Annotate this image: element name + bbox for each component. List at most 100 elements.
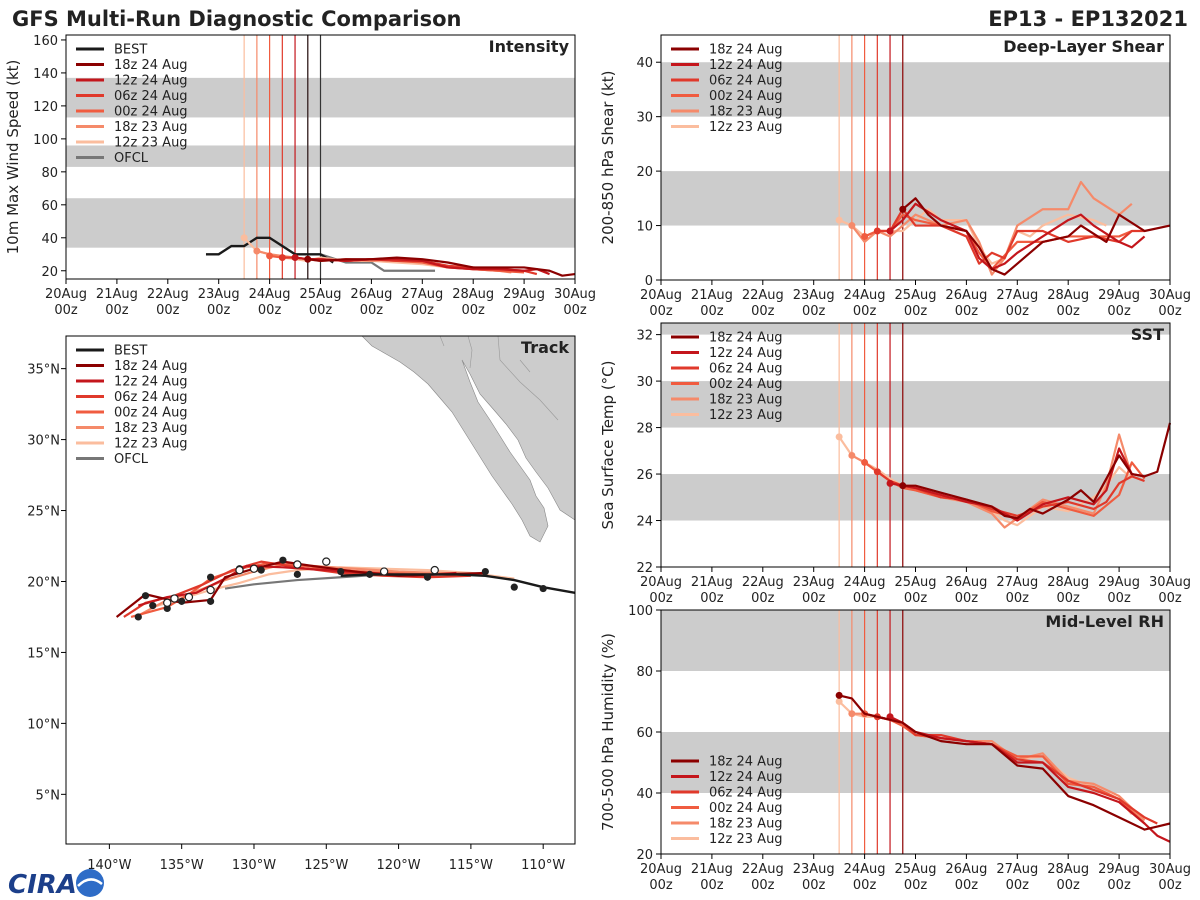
x-tick-label: 26Aug: [350, 287, 392, 302]
y-tick-label: 20°N: [27, 575, 60, 590]
x-tick-label: 26Aug: [945, 288, 987, 303]
x-tick-label: 115°W: [449, 858, 493, 873]
track-point-12z: [235, 565, 244, 575]
x-tick-sublabel: 00z: [1057, 304, 1081, 319]
track-panel: 140°W 135°W 130°W 125°W 120°W 115°W 110°W 5°N 10…: [27, 335, 576, 873]
x-tick-label: 25Aug: [895, 862, 937, 877]
y-axis-label: 200-850 hPa Shear (kt): [599, 71, 617, 245]
series-start-marker: [873, 468, 881, 476]
x-tick-label: 22Aug: [742, 288, 784, 303]
y-tick-label: 80: [41, 166, 58, 181]
y-axis-label: 700-500 hPa Humidity (%): [599, 633, 617, 831]
legend-label: 12z 23 Aug: [114, 136, 188, 151]
x-tick-sublabel: 00z: [1158, 304, 1182, 319]
panel-title: Track: [521, 338, 569, 357]
x-tick-sublabel: 00z: [462, 303, 486, 318]
legend-label: 06z 24 Aug: [114, 390, 188, 405]
y-tick-label: 10°N: [27, 717, 60, 732]
x-tick-label: 25Aug: [300, 287, 342, 302]
track-point-12z: [206, 585, 215, 595]
track-point-00z: [207, 573, 215, 581]
legend-label: 06z 24 Aug: [709, 74, 783, 89]
sst-panel: 22242628303220Aug00z21Aug00z22Aug00z23Au…: [599, 322, 1191, 606]
series-line: [889, 447, 1145, 522]
y-tick-label: 20: [636, 165, 653, 180]
series-start-marker: [266, 252, 274, 260]
x-tick-sublabel: 00z: [512, 303, 536, 318]
axes-frame: [65, 335, 576, 845]
track-point-12z: [322, 557, 331, 566]
legend-label: 00z 24 Aug: [114, 105, 188, 120]
storm-id: EP13 - EP132021: [988, 7, 1188, 31]
x-tick-sublabel: 00z: [105, 303, 129, 318]
shear-panel: 01020304020Aug00z21Aug00z22Aug00z23Aug00…: [599, 34, 1191, 319]
x-tick-label: 30Aug: [1149, 288, 1191, 303]
legend-label: 06z 24 Aug: [709, 786, 783, 801]
track-map: [115, 336, 575, 621]
x-tick-sublabel: 00z: [54, 303, 78, 318]
panels: 2040608010012014016020Aug00z21Aug00z22Au…: [4, 34, 1191, 893]
x-tick-label: 20Aug: [640, 862, 682, 877]
legend-label: 18z 23 Aug: [114, 120, 188, 135]
legend-label: 12z 23 Aug: [709, 120, 783, 135]
y-axis-label: 10m Max Wind Speed (kt): [4, 60, 22, 255]
x-tick-sublabel: 00z: [853, 304, 877, 319]
track-point-00z: [423, 573, 432, 581]
x-tick-sublabel: 00z: [1107, 304, 1131, 319]
x-tick-label: 120°W: [376, 858, 420, 873]
shaded-band: [661, 62, 1170, 117]
y-axis-label: Sea Surface Temp (°C): [599, 360, 617, 529]
y-tick-label: 28: [636, 422, 653, 437]
panel-title: Mid-Level RH: [1045, 612, 1164, 631]
series-start-marker: [848, 222, 856, 230]
x-tick-sublabel: 00z: [700, 304, 724, 319]
series-start-marker: [848, 451, 856, 459]
x-tick-sublabel: 00z: [955, 878, 979, 893]
x-tick-label: 20Aug: [45, 287, 87, 302]
legend-label: 18z 24 Aug: [709, 331, 783, 346]
y-tick-label: 25°N: [27, 505, 60, 520]
legend-label: 06z 24 Aug: [114, 89, 188, 104]
panel-title: SST: [1131, 325, 1164, 344]
x-tick-label: 140°W: [87, 858, 131, 873]
legend-label: 12z 23 Aug: [114, 437, 188, 452]
logo-text: CIRA: [8, 870, 77, 900]
y-tick-label: 40: [41, 232, 58, 247]
x-tick-label: 29Aug: [1098, 288, 1140, 303]
y-tick-label: 160: [33, 34, 58, 49]
legend-label: 12z 24 Aug: [709, 346, 783, 361]
x-tick-sublabel: 00z: [853, 878, 877, 893]
logo-swirl-icon: [77, 878, 103, 887]
x-tick-label: 25Aug: [895, 575, 937, 590]
x-tick-label: 21Aug: [691, 575, 733, 590]
track-point-12z: [184, 592, 194, 602]
x-tick-sublabel: 00z: [802, 878, 826, 893]
x-tick-label: 27Aug: [996, 288, 1038, 303]
x-tick-label: 23Aug: [793, 575, 835, 590]
x-tick-label: 29Aug: [1098, 575, 1140, 590]
x-tick-sublabel: 00z: [853, 591, 877, 606]
legend-label: 00z 24 Aug: [709, 801, 783, 816]
legend-label: 12z 24 Aug: [709, 770, 783, 785]
x-tick-label: 21Aug: [691, 288, 733, 303]
x-tick-label: 26Aug: [945, 575, 987, 590]
x-tick-label: 24Aug: [844, 575, 886, 590]
track-point-12z: [379, 567, 389, 576]
series-line: [877, 208, 1145, 265]
x-tick-label: 30Aug: [1149, 862, 1191, 877]
legend-label: 12z 24 Aug: [114, 375, 188, 390]
x-tick-label: 110°W: [521, 858, 565, 873]
x-tick-label: 29Aug: [503, 287, 545, 302]
x-tick-sublabel: 00z: [955, 304, 979, 319]
border-lines: [439, 336, 559, 421]
series-start-marker: [886, 227, 894, 235]
y-tick-label: 35°N: [27, 363, 60, 378]
x-tick-sublabel: 00z: [1006, 304, 1030, 319]
legend-label: 12z 24 Aug: [114, 74, 188, 89]
x-tick-sublabel: 00z: [955, 591, 979, 606]
x-tick-label: 25Aug: [895, 288, 937, 303]
series-start-marker: [253, 247, 261, 255]
series-start-marker: [835, 698, 843, 705]
legend-label: 18z 24 Aug: [709, 755, 783, 770]
x-tick-label: 24Aug: [249, 287, 291, 302]
